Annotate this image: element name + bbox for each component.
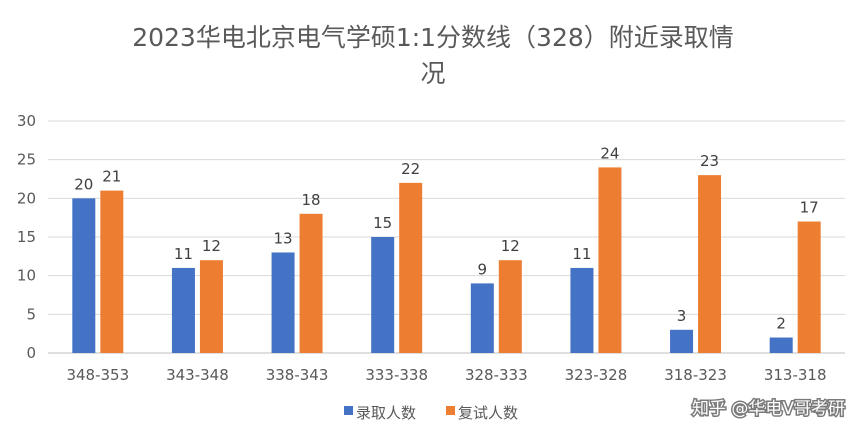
- data-label: 18: [302, 191, 321, 209]
- legend-label: 复试人数: [458, 404, 518, 422]
- data-label: 15: [373, 214, 392, 232]
- data-label: 21: [102, 168, 121, 186]
- bar-admitted: [470, 283, 494, 353]
- data-label: 23: [700, 152, 719, 170]
- bar-admitted: [271, 252, 295, 353]
- y-tick-label: 30: [17, 112, 36, 130]
- bar-interviewed: [100, 190, 124, 353]
- x-tick-label: 318-323: [664, 366, 727, 384]
- bar-interviewed: [299, 213, 323, 353]
- y-tick-label: 25: [17, 151, 36, 169]
- bar-interviewed: [797, 221, 821, 353]
- x-tick-label: 323-328: [565, 366, 628, 384]
- bar-admitted: [171, 267, 195, 353]
- y-axis-ticks: 0 5 10 15 20 25 30: [17, 112, 36, 362]
- data-label: 9: [478, 260, 488, 278]
- legend-swatch: [446, 406, 455, 415]
- y-tick-label: 0: [26, 344, 36, 362]
- bar-interviewed: [698, 175, 722, 353]
- data-label: 13: [274, 229, 293, 247]
- legend-label: 录取人数: [356, 404, 416, 422]
- bar-interviewed: [199, 260, 223, 353]
- legend-swatch: [344, 406, 353, 415]
- x-tick-label: 328-333: [465, 366, 528, 384]
- x-tick-label: 333-338: [365, 366, 428, 384]
- data-label: 12: [501, 237, 520, 255]
- x-tick-label: 338-343: [266, 366, 329, 384]
- watermark-text: 知乎 @华电V哥考研: [692, 399, 845, 419]
- data-label: 24: [600, 144, 619, 162]
- bar-admitted: [371, 237, 395, 353]
- bar-admitted: [670, 329, 694, 353]
- x-tick-label: 348-353: [66, 366, 129, 384]
- data-label: 2: [776, 315, 786, 333]
- y-tick-label: 20: [17, 189, 36, 207]
- y-tick-label: 15: [17, 228, 36, 246]
- data-label: 22: [401, 160, 420, 178]
- data-label: 12: [202, 237, 221, 255]
- chart-title-line-1: 2023华电北京电气学硕1:1分数线（328）附近录取情: [132, 23, 734, 52]
- bars: [72, 167, 821, 353]
- data-label: 11: [174, 245, 193, 263]
- bar-interviewed: [399, 182, 423, 353]
- data-label: 17: [800, 199, 819, 217]
- bar-interviewed: [598, 167, 622, 353]
- y-tick-label: 5: [26, 305, 36, 323]
- legend: 录取人数 复试人数: [344, 404, 518, 422]
- bar-admitted: [72, 198, 96, 353]
- watermark: 知乎 @华电V哥考研: [690, 398, 846, 421]
- x-axis-ticks: 348-353 343-348 338-343 333-338 328-333 323-3…: [66, 366, 826, 384]
- x-tick-label: 343-348: [166, 366, 229, 384]
- x-tick-label: 313-318: [764, 366, 827, 384]
- data-label: 3: [677, 307, 687, 325]
- bar-interviewed: [498, 260, 522, 353]
- data-label: 20: [74, 175, 93, 193]
- data-label: 11: [572, 245, 591, 263]
- bar-admitted: [570, 267, 594, 353]
- y-tick-label: 10: [17, 267, 36, 285]
- bar-admitted: [769, 337, 793, 353]
- chart-title-line-2: 况: [420, 59, 445, 88]
- data-labels: 20 21 11 12 13 18 15 22 9 12 11 24 3 23 2 17: [74, 144, 818, 332]
